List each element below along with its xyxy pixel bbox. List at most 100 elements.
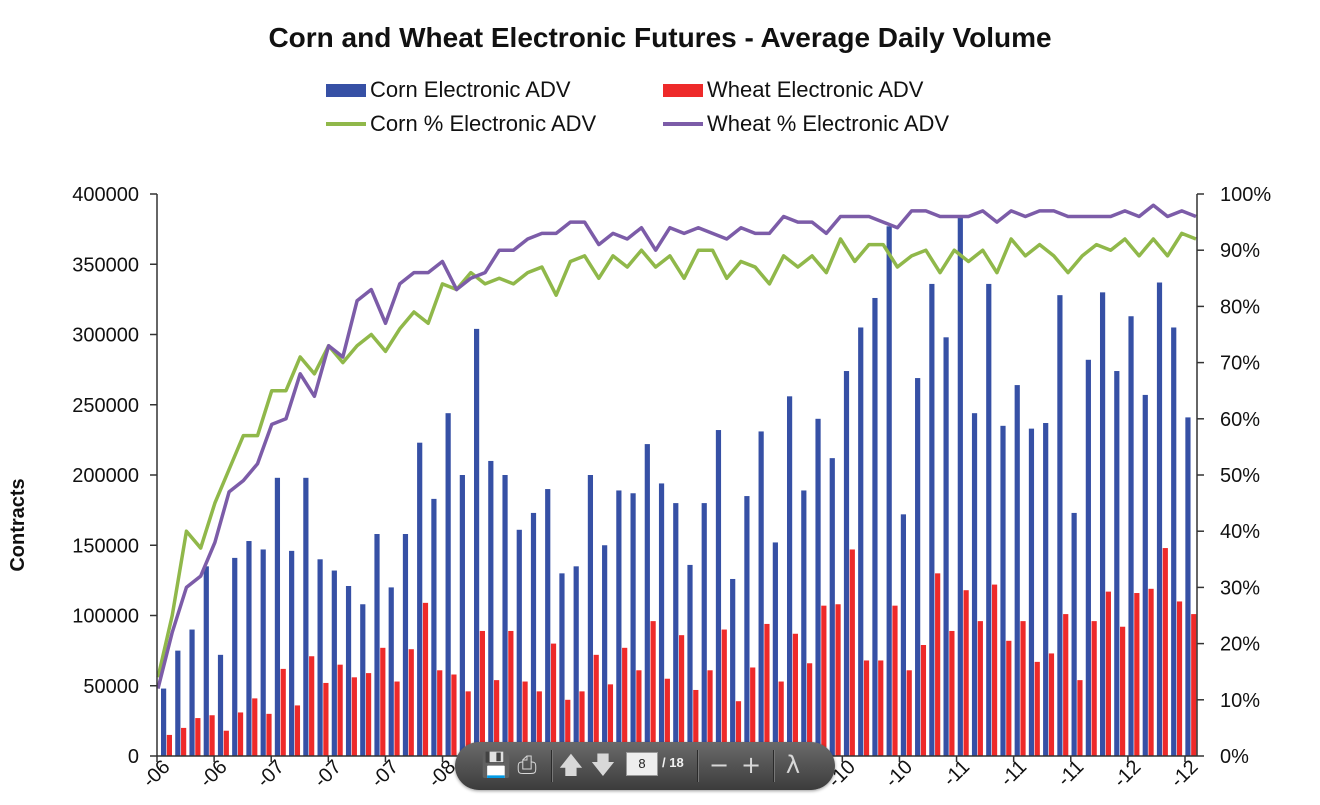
corn-adv-bar <box>815 418 821 756</box>
wheat-adv-bar <box>451 674 457 756</box>
wheat-adv-bar <box>849 549 855 756</box>
corn-adv-bar <box>445 413 451 756</box>
y-tick-label: 350000 <box>72 254 139 276</box>
corn-adv-bar <box>388 587 394 756</box>
wheat-adv-bar <box>949 630 955 756</box>
corn-adv-bar <box>431 498 437 756</box>
wheat-adv-bar <box>508 630 514 756</box>
toolbar-divider <box>551 750 553 782</box>
wheat-adv-bar <box>792 633 798 756</box>
corn-adv-bar <box>374 534 380 756</box>
page-number-input[interactable]: 8 <box>626 752 658 776</box>
wheat-adv-bar <box>892 605 898 756</box>
legend-label-corn-adv: Corn Electronic ADV <box>370 77 571 102</box>
corn-adv-bar <box>203 566 209 756</box>
wheat-adv-bar <box>166 734 172 756</box>
wheat-adv-bar <box>579 691 585 756</box>
save-icon[interactable]: 💾 <box>481 751 511 779</box>
y2-tick-label: 40% <box>1220 521 1260 543</box>
x-tick-label: -11 <box>1053 756 1088 791</box>
legend-item-wheat-pct: Wheat % Electronic ADV <box>663 111 949 137</box>
wheat-adv-bar <box>1006 640 1012 756</box>
wheat-adv-bar <box>863 660 870 756</box>
y2-tick-label: 60% <box>1220 409 1260 431</box>
wheat-adv-bar <box>181 727 187 756</box>
corn-adv-bar <box>1000 425 1006 756</box>
corn-adv-bar <box>658 483 665 756</box>
corn-adv-bar <box>687 564 693 756</box>
corn-adv-bar <box>1142 394 1148 756</box>
wheat-adv-bar <box>280 668 286 756</box>
wheat-adv-bar <box>422 602 429 756</box>
corn-adv-bar <box>1156 282 1163 756</box>
next-page-icon[interactable]: 🡇 <box>590 751 616 779</box>
wheat-adv-bar <box>337 664 343 756</box>
corn-adv-bar <box>516 529 522 756</box>
legend-swatch-corn-pct <box>326 122 366 126</box>
corn-adv-bar <box>175 650 181 757</box>
wheat-adv-bar <box>1034 661 1040 756</box>
corn-adv-bar <box>829 458 835 756</box>
corn-adv-bar <box>289 550 295 756</box>
y2-tick-label: 70% <box>1220 353 1260 375</box>
x-tick-label: -07 <box>367 756 403 792</box>
wheat-adv-bar <box>465 691 471 756</box>
wheat-adv-bar <box>1162 548 1168 756</box>
wheat-adv-bar <box>209 715 215 756</box>
corn-adv-bar <box>1028 428 1035 756</box>
corn-adv-bar <box>772 542 778 756</box>
legend-swatch-wheat-pct <box>663 122 703 126</box>
wheat-adv-bar <box>252 698 258 756</box>
y2-tick-label: 20% <box>1220 634 1260 656</box>
corn-adv-bar <box>260 549 266 756</box>
y-tick-label: 0 <box>128 746 139 768</box>
corn-adv-bar <box>701 503 707 756</box>
wheat-adv-bar <box>1020 621 1026 756</box>
y-axis-title: Contracts <box>7 478 29 571</box>
wheat-adv-bar <box>223 730 229 756</box>
corn-adv-bar <box>872 297 878 756</box>
corn-adv-bar <box>957 217 963 756</box>
corn-adv-bar <box>331 570 337 756</box>
zoom-in-icon[interactable]: + <box>740 751 762 779</box>
zoom-out-icon[interactable]: − <box>708 751 730 779</box>
corn-adv-bar <box>1085 359 1091 756</box>
wheat-adv-bar <box>764 623 770 756</box>
x-tick-label: -06 <box>139 756 175 792</box>
wheat-adv-bar <box>565 699 571 756</box>
corn-adv-bar <box>232 557 238 756</box>
corn-adv-bar <box>744 496 750 756</box>
corn-adv-bar <box>189 629 195 756</box>
corn-adv-bar <box>915 378 921 756</box>
corn-adv-bar <box>602 545 608 756</box>
x-tick-label: -12 <box>1109 756 1145 792</box>
legend-label-wheat-pct: Wheat % Electronic ADV <box>707 111 950 136</box>
y-tick-label: 300000 <box>72 325 139 347</box>
corn-adv-bar <box>886 226 892 756</box>
x-tick-label: -11 <box>939 756 974 791</box>
y-tick-label: 100000 <box>72 606 139 628</box>
wheat-adv-bar <box>1063 614 1069 756</box>
corn-adv-bar <box>929 283 935 756</box>
legend-item-wheat-adv: Wheat Electronic ADV <box>663 77 923 103</box>
acrobat-icon[interactable]: λ <box>785 751 801 779</box>
corn-adv-bar <box>1071 512 1077 756</box>
previous-page-icon[interactable]: 🡅 <box>558 751 584 779</box>
wheat-adv-bar <box>721 629 727 756</box>
wheat-adv-bar <box>1091 621 1097 756</box>
y2-tick-label: 0% <box>1220 746 1249 768</box>
legend-swatch-wheat-adv <box>663 83 703 97</box>
wheat-adv-bar <box>550 643 557 756</box>
print-icon[interactable]: ⎙ <box>517 751 537 779</box>
corn-adv-bar <box>274 477 281 756</box>
corn-adv-bar <box>843 371 850 756</box>
chart-title: Corn and Wheat Electronic Futures - Aver… <box>268 22 1052 53</box>
wheat-adv-bar <box>835 604 841 756</box>
wheat-adv-bar <box>351 677 357 756</box>
corn-adv-bar <box>573 566 579 756</box>
corn-adv-bar <box>417 442 423 756</box>
corn-adv-bar <box>530 512 537 756</box>
corn-adv-bar <box>673 503 679 756</box>
wheat-adv-bar <box>536 691 542 756</box>
y-tick-label: 200000 <box>72 465 139 487</box>
